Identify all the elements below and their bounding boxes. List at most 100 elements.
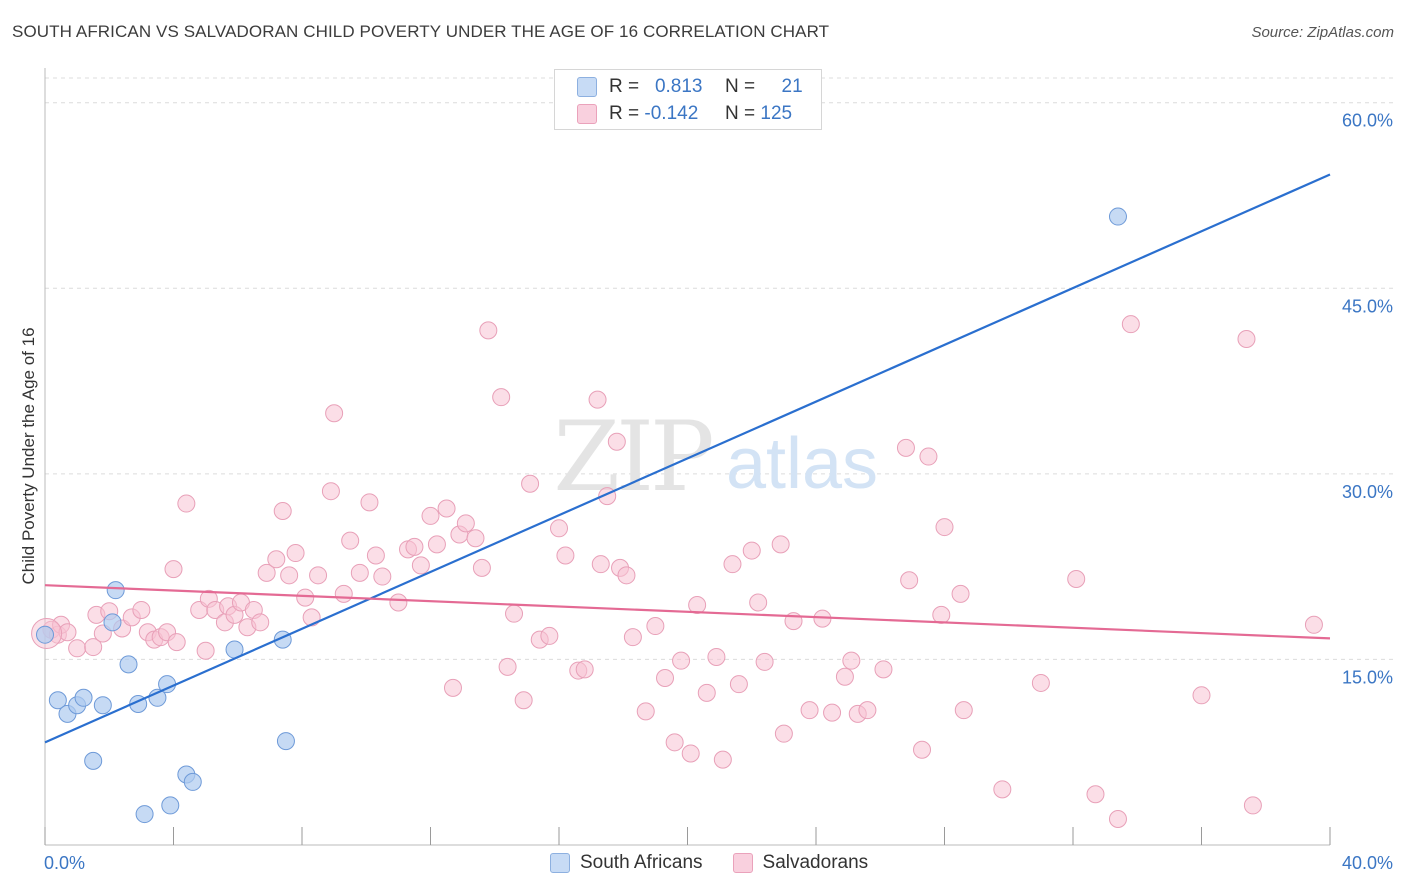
salvadoran-point (373, 567, 392, 586)
salvadoran-point (334, 584, 353, 603)
salvadoran-point (309, 566, 328, 585)
salvadoran-point (498, 657, 517, 676)
south-african-point (183, 772, 202, 791)
salvadoran-point (540, 626, 559, 645)
salvadoran-point (251, 613, 270, 632)
salvadoran-point (1243, 796, 1262, 815)
pink-swatch (732, 853, 753, 873)
salvadoran-point (954, 701, 973, 720)
salvadoran-point (774, 724, 793, 743)
salvadoran-point (1121, 315, 1140, 334)
south-african-point (135, 805, 154, 824)
salvadoran-point (164, 560, 183, 579)
salvadoran-point (729, 675, 748, 694)
salvadoran-point (900, 571, 919, 590)
south-african-point (93, 696, 112, 715)
salvadoran-point (646, 617, 665, 636)
salvadoran-point (514, 691, 533, 710)
south-african-point (1108, 207, 1127, 226)
blue-swatch (577, 77, 597, 97)
y-tick-labels: 15.0% 30.0% 45.0% 60.0% (1342, 111, 1393, 688)
salvadoran-point (688, 596, 707, 615)
legend-item-south-africans: South Africans (550, 852, 703, 874)
trend-lines (44, 173, 1331, 744)
salvadoran-point (389, 593, 408, 612)
salvadoran-point (360, 493, 379, 512)
south-african-point (103, 613, 122, 632)
salvadoran-point (932, 605, 951, 624)
salvadoran-point (296, 588, 315, 607)
salvadoran-point (411, 556, 430, 575)
south-african-point (161, 796, 180, 815)
r-value: 0.813 (654, 76, 703, 97)
source-label: Source: ZipAtlas.com (1251, 24, 1394, 41)
salvadoran-point (366, 546, 385, 565)
y-axis-label: Child Poverty Under the Age of 16 (19, 327, 38, 584)
salvadoran-point (681, 744, 700, 763)
salvadoran-point (466, 529, 485, 548)
salvadoran-point (575, 660, 594, 679)
salvadoran-point (550, 519, 568, 538)
south-african-point (74, 688, 93, 707)
salvadoran-point (479, 321, 498, 340)
south-african-points (36, 207, 1127, 824)
salvadoran-point (405, 537, 424, 556)
salvadoran-point (919, 447, 938, 466)
south-african-point (36, 625, 54, 644)
salvadoran-point (1067, 570, 1086, 589)
salvadoran-point (350, 563, 369, 582)
salvadoran-point (1192, 686, 1211, 705)
salvadoran-point (132, 600, 151, 619)
salvadoran-point (1237, 330, 1256, 349)
salvadoran-point (935, 518, 954, 537)
salvadoran-point (84, 638, 103, 657)
legend-label: Salvadorans (762, 852, 869, 873)
x-tick-label: 0.0% (44, 853, 85, 873)
salvadoran-point (742, 541, 761, 560)
blue-swatch (550, 853, 570, 873)
salvadoran-point (1086, 785, 1105, 804)
salvadoran-point (842, 651, 861, 670)
salvadoran-point (617, 566, 636, 585)
salvadoran-point (755, 652, 774, 671)
legend-item-salvadorans: Salvadorans (732, 852, 869, 874)
salvadoran-point (896, 438, 915, 457)
r-label: R = (609, 103, 640, 124)
salvadoran-point (951, 584, 970, 603)
salvadoran-point (707, 647, 726, 666)
watermark-atlas: atlas (726, 424, 878, 504)
salvadoran-point (672, 651, 691, 670)
south-african-point (48, 691, 67, 710)
salvadoran-point (1304, 615, 1323, 634)
salvadoran-point (835, 667, 854, 686)
salvadoran-point (177, 494, 196, 513)
south-african-point (84, 751, 103, 770)
salvadoran-point (588, 390, 607, 409)
south-african-trend-line (44, 173, 1331, 744)
salvadoran-point (286, 544, 305, 563)
salvadoran-point (427, 535, 446, 554)
salvadoran-point (591, 555, 610, 574)
south-african-point (276, 732, 295, 751)
axes (44, 68, 1331, 846)
salvadoran-point (505, 604, 524, 623)
salvadoran-point (874, 660, 893, 679)
salvadoran-point (325, 404, 344, 423)
salvadoran-point (913, 740, 932, 759)
salvadoran-point (421, 506, 440, 525)
n-label: N = (725, 76, 756, 97)
correlation-legend: R = 0.813 N = 21 R = -0.142 N = 125 (554, 69, 822, 130)
salvadoran-point (1031, 673, 1050, 692)
salvadoran-point (823, 703, 842, 722)
salvadoran-point (196, 641, 215, 660)
salvadoran-point (341, 531, 360, 550)
salvadoran-point (636, 702, 655, 721)
salvadoran-point (521, 474, 540, 493)
salvadoran-point (68, 639, 87, 658)
salvadoran-point (167, 633, 186, 652)
salvadoran-point (800, 701, 819, 720)
salvadoran-point (723, 555, 742, 574)
salvadoran-point (321, 482, 340, 501)
salvadoran-point (456, 514, 475, 533)
